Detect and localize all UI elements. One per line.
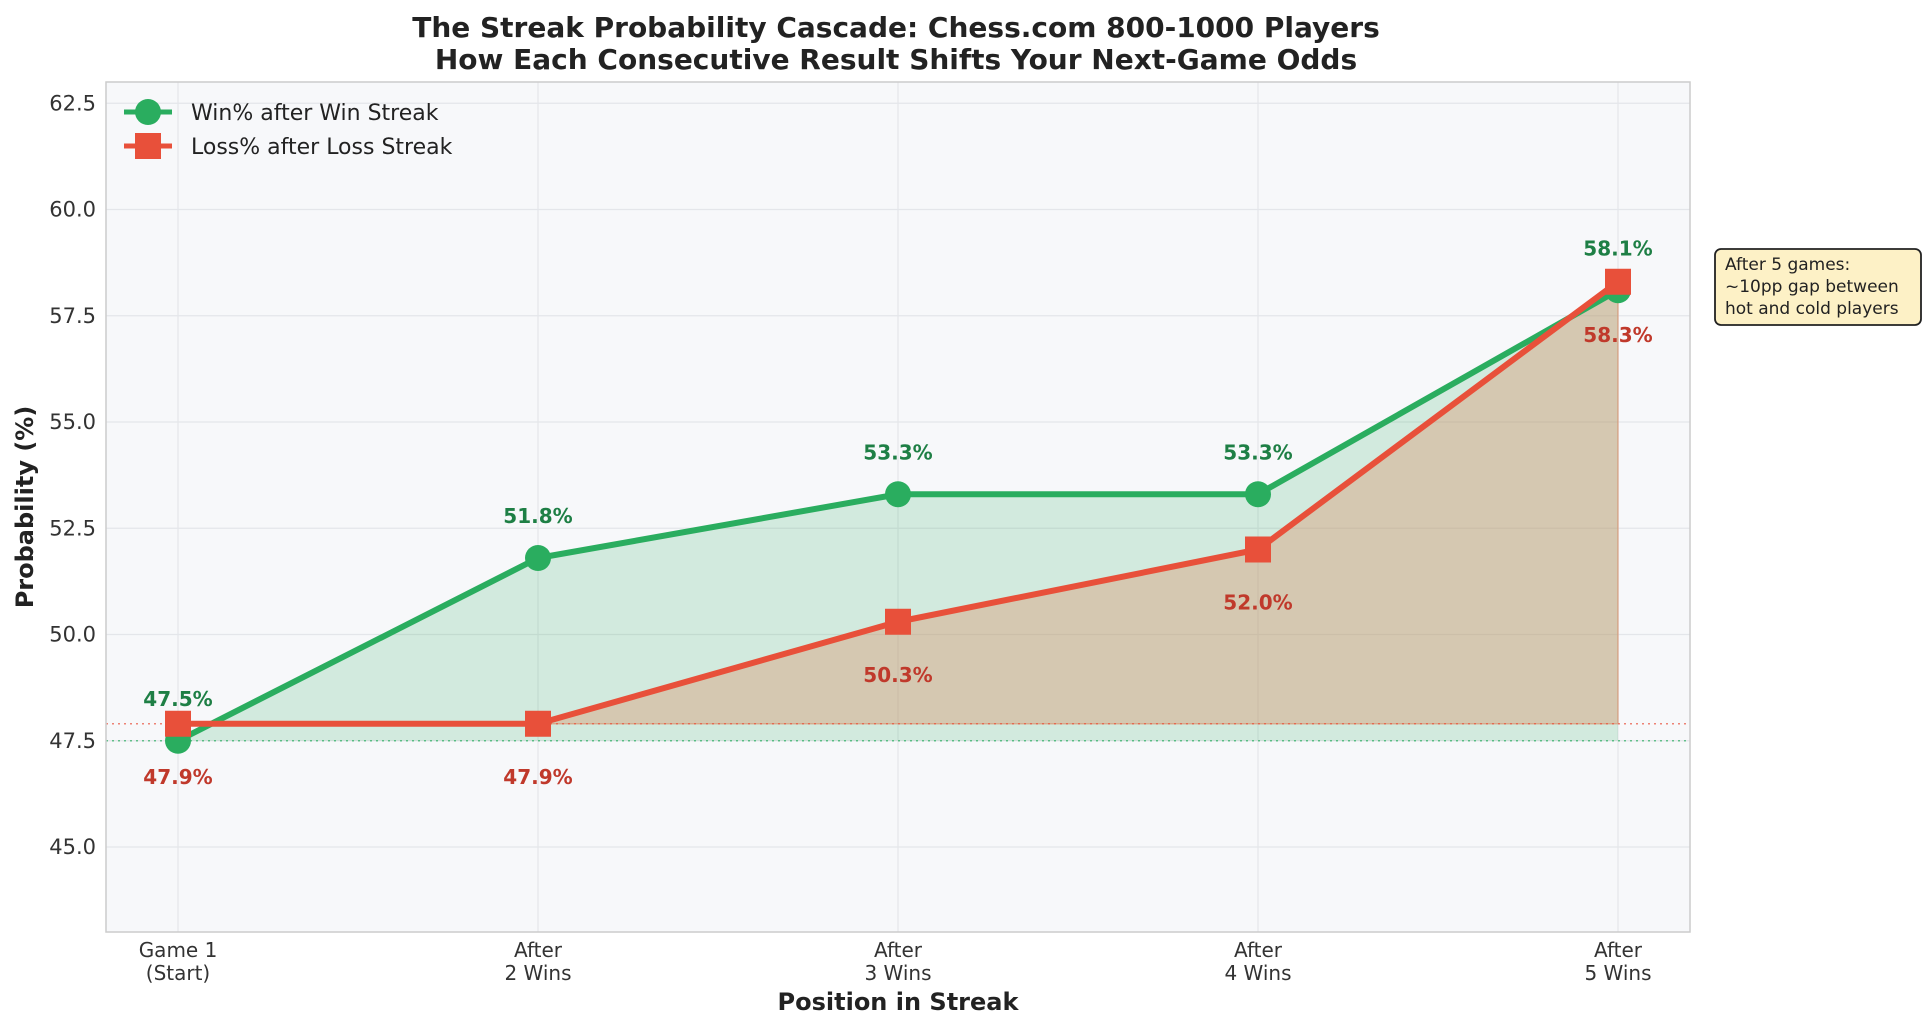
y-tick-label: 57.5 — [49, 304, 96, 328]
loss-marker — [165, 710, 191, 737]
legend-marker-win — [135, 99, 161, 125]
loss-data-label: 58.3% — [1583, 323, 1652, 347]
x-tick-label: 5 Wins — [1584, 961, 1651, 985]
legend-marker-loss — [135, 133, 161, 159]
annotation-box: After 5 games: ~10pp gap between hot and… — [1714, 248, 1922, 326]
loss-marker — [885, 608, 911, 635]
x-tick-label: After — [1594, 938, 1643, 962]
y-tick-label: 52.5 — [49, 516, 96, 540]
x-tick-label: 4 Wins — [1224, 961, 1291, 985]
annotation-line-3: hot and cold players — [1725, 299, 1899, 319]
area-fill-win — [178, 290, 1618, 741]
y-tick-label: 60.0 — [49, 198, 96, 222]
win-data-label: 53.3% — [1223, 440, 1292, 464]
x-axis-title: Position in Streak — [778, 988, 1020, 1016]
loss-marker — [525, 710, 551, 737]
loss-marker — [1605, 268, 1631, 295]
win-data-label: 53.3% — [863, 440, 932, 464]
chart-title-line-2: How Each Consecutive Result Shifts Your … — [435, 43, 1357, 76]
annotation-box-frame — [1714, 248, 1922, 326]
y-tick-label: 47.5 — [49, 729, 96, 753]
x-tick-label: After — [514, 938, 563, 962]
legend-label-loss: Loss% after Loss Streak — [191, 135, 453, 160]
plot-frame — [105, 81, 1691, 933]
y-tick-label: 55.0 — [49, 410, 96, 434]
series-markers — [165, 268, 1631, 754]
chart-title-line-1: The Streak Probability Cascade: Chess.co… — [412, 11, 1380, 44]
y-axis-title: Probability (%) — [11, 406, 39, 609]
loss-data-label: 52.0% — [1223, 591, 1292, 615]
y-tick-label: 62.5 — [49, 91, 96, 115]
x-tick-label: 3 Wins — [864, 961, 931, 985]
x-tick-label: 2 Wins — [504, 961, 571, 985]
legend: Win% after Win Streak Loss% after Loss S… — [124, 99, 453, 160]
win-marker — [525, 545, 551, 571]
win-marker — [885, 481, 911, 508]
loss-data-label: 47.9% — [503, 765, 572, 789]
loss-data-label: 47.9% — [143, 765, 212, 789]
x-tick-label: After — [1234, 938, 1283, 962]
y-axis-ticks: 45.0 47.5 50.0 52.5 55.0 57.5 60.0 62.5 — [49, 91, 96, 859]
loss-marker — [1245, 536, 1271, 563]
loss-data-label: 50.3% — [863, 663, 932, 687]
data-labels: 47.5% 51.8% 53.3% 53.3% 58.1% 47.9% 47.9% 50.3%… — [143, 236, 1652, 789]
win-data-label: 51.8% — [503, 504, 572, 528]
annotation-line-2: ~10pp gap between — [1725, 277, 1899, 297]
x-tick-label: Game 1 — [139, 938, 218, 962]
x-tick-label: After — [874, 938, 923, 962]
annotation-line-1: After 5 games: — [1725, 255, 1850, 275]
win-data-label: 58.1% — [1583, 236, 1652, 260]
y-tick-label: 50.0 — [49, 623, 96, 647]
x-tick-label: (Start) — [146, 961, 210, 985]
legend-label-win: Win% after Win Streak — [191, 101, 439, 126]
win-marker — [1245, 481, 1271, 508]
y-tick-label: 45.0 — [49, 835, 96, 859]
win-data-label: 47.5% — [143, 687, 212, 711]
